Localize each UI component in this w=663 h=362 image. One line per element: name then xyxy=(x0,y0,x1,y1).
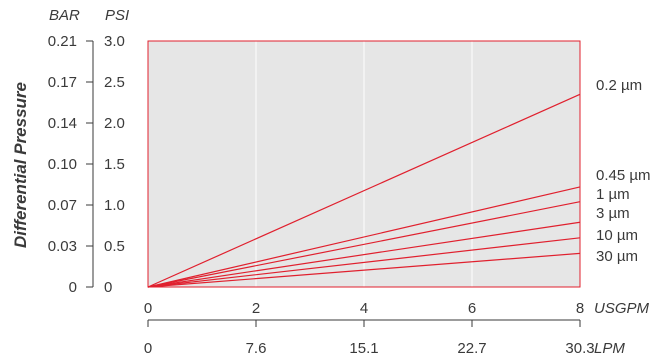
bar-tick-label: 0.03 xyxy=(48,238,77,255)
plot-frame xyxy=(147,40,581,288)
y-axis-label: Differential Pressure xyxy=(11,82,30,248)
y-axis: 0 0 0.5 0.03 1.0 0.07 1.5 0.10 2.0 0.14 2.5 0.17 3.0… xyxy=(48,33,125,296)
series-line xyxy=(147,221,581,288)
usgpm-tick-label: 2 xyxy=(252,300,260,317)
series-line xyxy=(147,252,581,288)
series-label: 3 µm xyxy=(596,205,630,222)
bar-tick-label: 0.07 xyxy=(48,197,77,214)
lpm-tick-label: 7.6 xyxy=(246,340,267,357)
bar-tick-label: 0 xyxy=(69,279,77,296)
psi-unit-label: PSI xyxy=(105,7,129,24)
series-line xyxy=(147,201,581,288)
psi-tick-label: 3.0 xyxy=(104,33,125,50)
psi-tick-label: 2.5 xyxy=(104,74,125,91)
psi-tick-label: 0.5 xyxy=(104,238,125,255)
bar-tick-label: 0.14 xyxy=(48,115,77,132)
series-label: 1 µm xyxy=(596,186,630,203)
lpm-tick-label: 0 xyxy=(144,340,152,357)
psi-tick-label: 1.5 xyxy=(104,156,125,173)
bar-tick-label: 0.17 xyxy=(48,74,77,91)
psi-tick-label: 0 xyxy=(104,279,112,296)
bar-tick-label: 0.21 xyxy=(48,33,77,50)
series-label: 10 µm xyxy=(596,227,638,244)
usgpm-tick-label: 0 xyxy=(144,300,152,317)
lpm-unit-label: LPM xyxy=(594,340,625,357)
usgpm-unit-label: USGPM xyxy=(594,300,650,317)
x-axis: 0 0 2 7.6 4 15.1 6 22.7 8 30.3 xyxy=(144,300,595,357)
lpm-tick-label: 15.1 xyxy=(349,340,378,357)
series-label: 0.2 µm xyxy=(596,77,642,94)
usgpm-tick-label: 8 xyxy=(576,300,584,317)
series-line xyxy=(147,237,581,288)
series-label: 0.45 µm xyxy=(596,167,651,184)
bar-unit-label: BAR xyxy=(49,7,80,24)
series-label: 30 µm xyxy=(596,248,638,265)
lpm-tick-label: 22.7 xyxy=(457,340,486,357)
lpm-tick-label: 30.3 xyxy=(565,340,594,357)
series-lines: 0.2 µm 0.45 µm 1 µm 3 µm 10 µm 30 µm xyxy=(147,77,651,288)
usgpm-tick-label: 6 xyxy=(468,300,476,317)
series-line xyxy=(147,93,581,288)
psi-tick-label: 2.0 xyxy=(104,115,125,132)
series-line xyxy=(147,186,581,288)
bar-tick-label: 0.10 xyxy=(48,156,77,173)
psi-tick-label: 1.0 xyxy=(104,197,125,214)
usgpm-tick-label: 4 xyxy=(360,300,368,317)
grid-lines xyxy=(255,41,473,287)
